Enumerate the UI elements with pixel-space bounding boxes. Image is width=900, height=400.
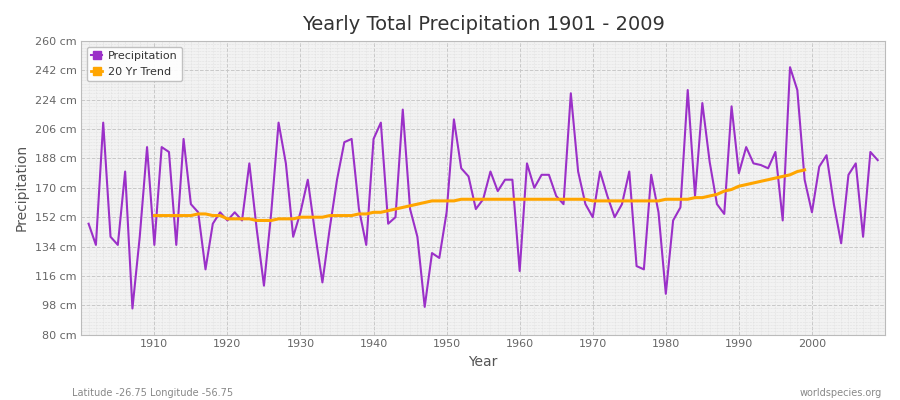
- Text: worldspecies.org: worldspecies.org: [800, 388, 882, 398]
- Text: Latitude -26.75 Longitude -56.75: Latitude -26.75 Longitude -56.75: [72, 388, 233, 398]
- Title: Yearly Total Precipitation 1901 - 2009: Yearly Total Precipitation 1901 - 2009: [302, 15, 664, 34]
- Y-axis label: Precipitation: Precipitation: [15, 144, 29, 232]
- X-axis label: Year: Year: [469, 355, 498, 369]
- Legend: Precipitation, 20 Yr Trend: Precipitation, 20 Yr Trend: [86, 47, 182, 81]
